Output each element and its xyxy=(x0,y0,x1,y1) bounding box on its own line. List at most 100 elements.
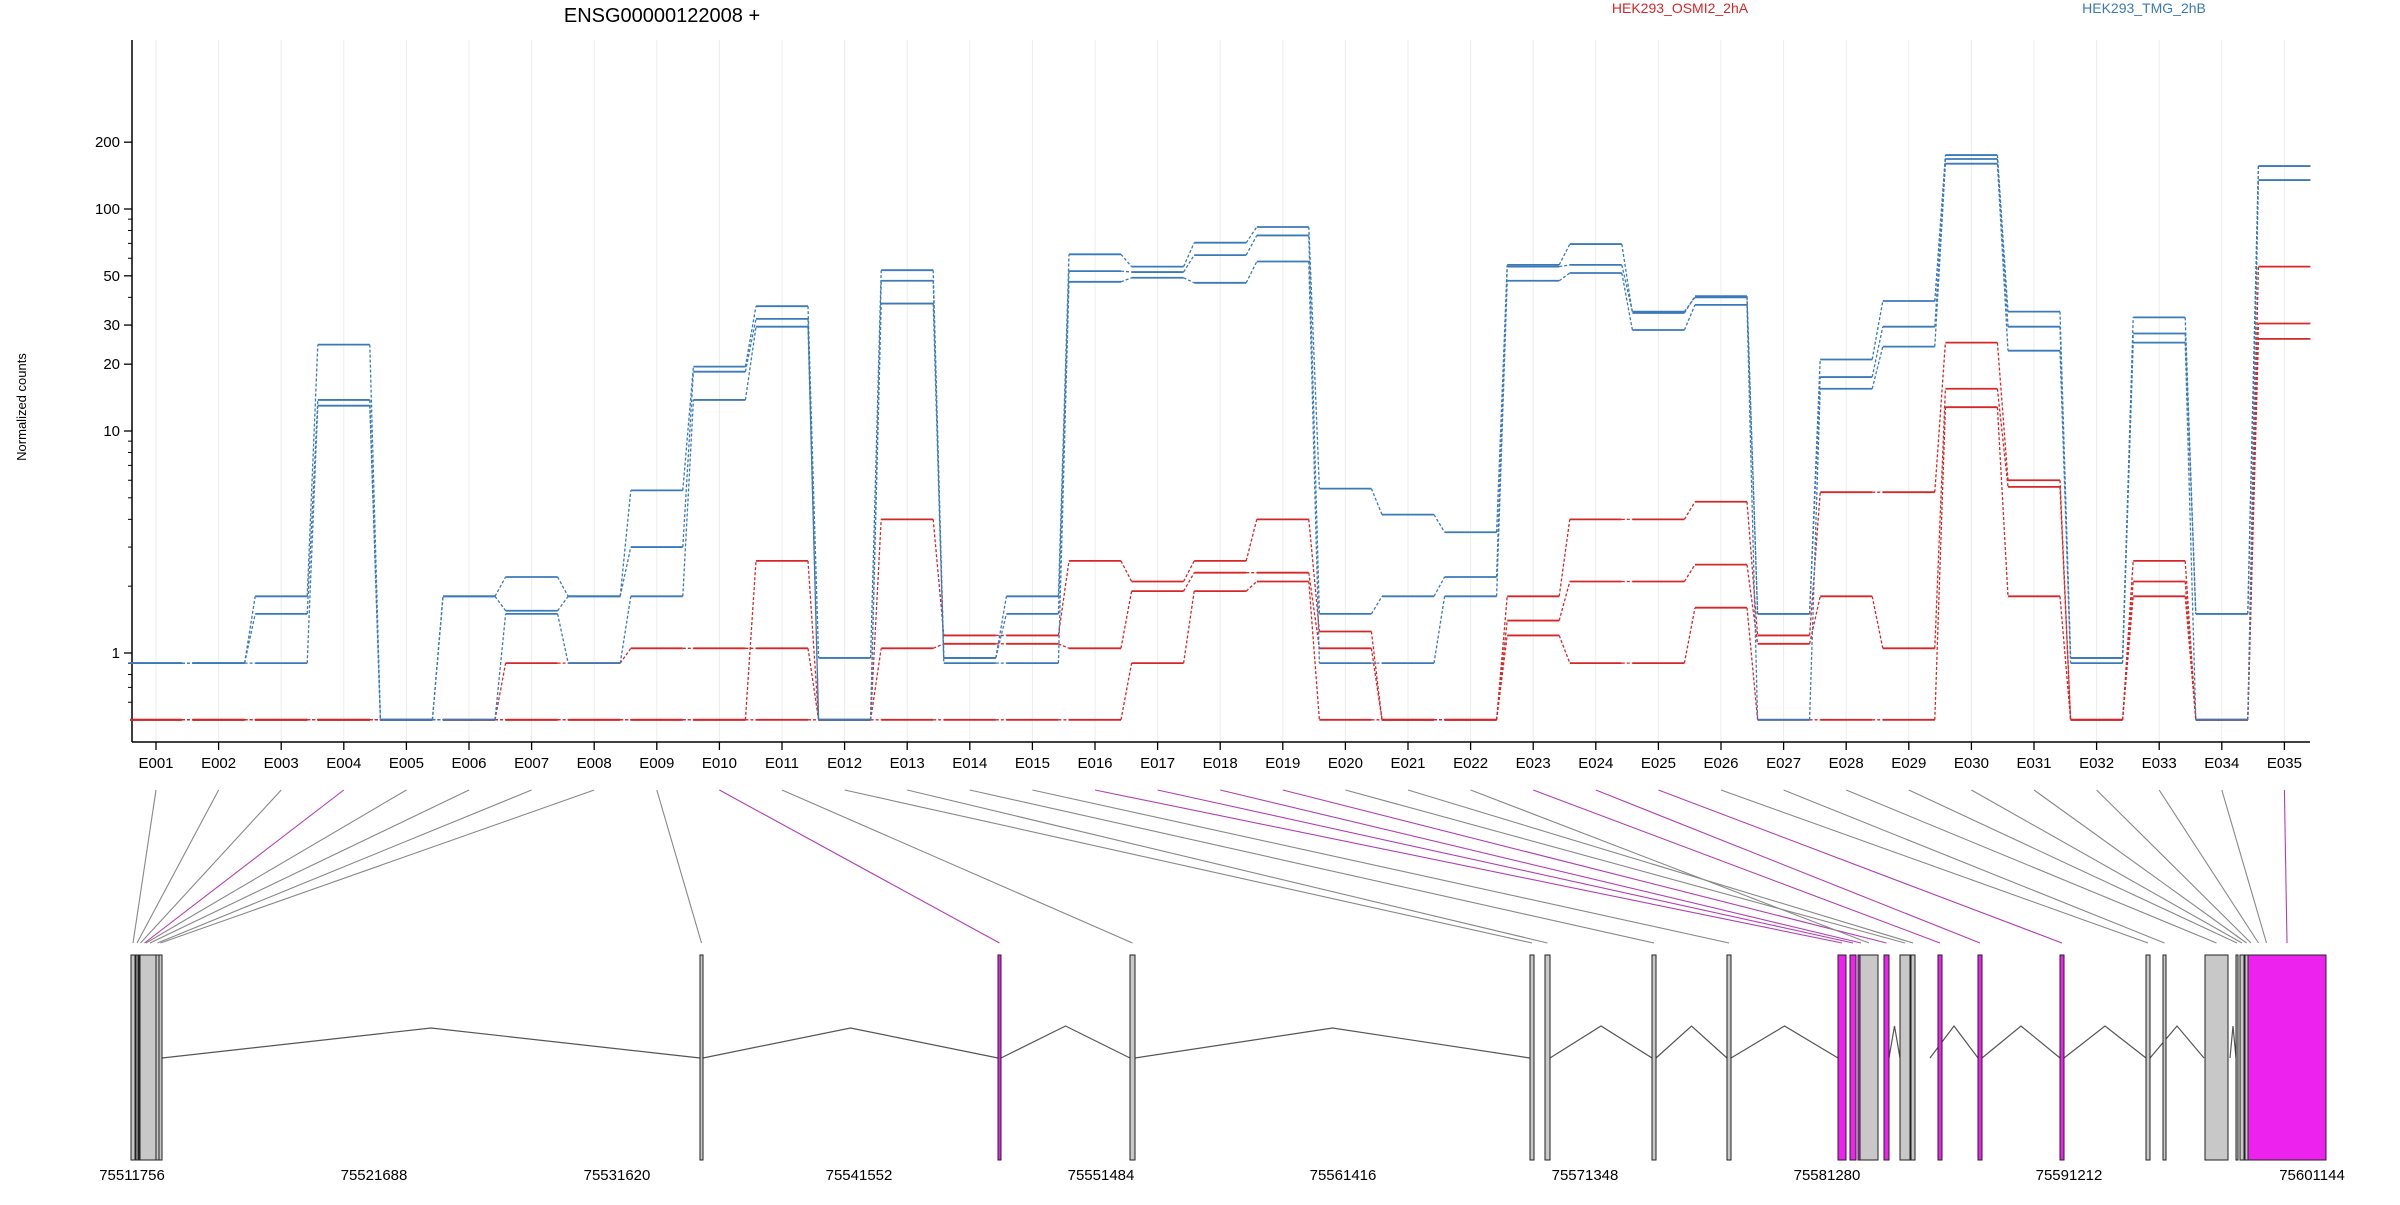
series-transition xyxy=(1245,235,1258,256)
series-transition xyxy=(1683,304,1696,331)
x-tick-label: E010 xyxy=(702,755,737,772)
series-transition xyxy=(1683,564,1696,582)
series-transition xyxy=(1871,326,1884,378)
x-tick-label: E029 xyxy=(1891,755,1926,772)
exon-box-E019 xyxy=(1883,954,1890,1161)
series-transition xyxy=(494,595,507,612)
series-6 xyxy=(130,154,2311,721)
coordinate-label: 75511756 xyxy=(99,1167,165,1184)
x-tick-label: E033 xyxy=(2142,755,2177,772)
x-tick-label: E035 xyxy=(2267,755,2302,772)
intron-line xyxy=(1549,1025,1653,1059)
series-transition xyxy=(869,280,882,720)
coordinate-label: 75531620 xyxy=(584,1167,651,1184)
x-tick-label: E019 xyxy=(1265,755,1300,772)
x-tick-label: E027 xyxy=(1766,755,1801,772)
x-tick-label: E016 xyxy=(1077,755,1112,772)
series-transition xyxy=(1370,488,1383,515)
x-tick-label: E005 xyxy=(389,755,424,772)
exon-box-E013 xyxy=(1544,954,1551,1161)
coordinate-label: 75581280 xyxy=(1794,1167,1861,1184)
x-tick-label: E018 xyxy=(1203,755,1238,772)
exon-box-E029 xyxy=(2235,954,2239,1161)
series-transition xyxy=(1308,572,1321,649)
series-transition xyxy=(932,643,945,649)
series-transition xyxy=(744,306,757,367)
series-transition xyxy=(1308,235,1321,614)
series-transition xyxy=(869,519,882,720)
y-axis: 1 10 20 30 50 100 200 xyxy=(95,40,133,742)
exon-box-E035 xyxy=(2247,954,2327,1161)
series-transition xyxy=(1058,643,1070,649)
series-transition xyxy=(682,371,695,548)
x-tick-label: E025 xyxy=(1641,755,1676,772)
exon-connector-E012 xyxy=(844,789,1533,944)
series-transition xyxy=(1183,572,1195,592)
series-transition xyxy=(744,318,757,372)
series-transition xyxy=(369,344,382,720)
series-lines xyxy=(130,154,2311,721)
series-transition xyxy=(494,576,507,597)
series-transition xyxy=(744,560,757,720)
exon-connector-E007 xyxy=(157,789,532,944)
intron-line xyxy=(161,1027,701,1059)
x-tick-label: E009 xyxy=(639,755,674,772)
exon-connector-E003 xyxy=(140,789,282,944)
series-transition xyxy=(1495,620,1508,720)
series-transition xyxy=(1934,407,1947,720)
series-transition xyxy=(995,596,1008,659)
exon-box-E021 xyxy=(1910,954,1916,1161)
exon-box-E020 xyxy=(1899,954,1911,1161)
exon-box-E017 xyxy=(1849,954,1857,1161)
series-transition xyxy=(807,560,820,720)
x-tick-label: E002 xyxy=(201,755,236,772)
series-transition xyxy=(682,366,695,491)
exon-box-E008 xyxy=(158,954,163,1161)
x-tick-label: E030 xyxy=(1954,755,1989,772)
x-tick-label: E015 xyxy=(1015,755,1050,772)
series-transition xyxy=(494,613,507,720)
series-transition xyxy=(682,399,695,597)
x-tick-label: E021 xyxy=(1390,755,1425,772)
exon-box-E014 xyxy=(1651,954,1657,1161)
intron-line xyxy=(1655,1025,1728,1059)
x-axis: E001 E002 E003 E004 E005 E006 E007 E008 E009 E010… xyxy=(132,741,2310,772)
coordinate-label: 75521688 xyxy=(341,1167,408,1184)
y-tick-label: 10 xyxy=(103,423,120,440)
series-transition xyxy=(619,490,632,597)
exon-connector-E005 xyxy=(145,789,407,944)
exon-connector-E022 xyxy=(1470,789,1870,944)
exon-connector-E030 xyxy=(1971,789,2243,944)
exon-box-E028 xyxy=(2204,954,2229,1161)
x-tick-label: E022 xyxy=(1453,755,1488,772)
series-transition xyxy=(1683,607,1696,664)
x-tick-label: E028 xyxy=(1829,755,1864,772)
series-transition xyxy=(1433,576,1446,597)
exon-connector-E024 xyxy=(1595,789,1981,944)
exon-box-E027 xyxy=(2162,954,2167,1161)
x-tick-label: E006 xyxy=(451,755,486,772)
x-tick-label: E014 xyxy=(952,755,987,772)
exon-box-E030 xyxy=(2239,954,2245,1161)
x-tick-label: E008 xyxy=(577,755,612,772)
coordinate-label: 75541552 xyxy=(826,1167,893,1184)
intron-line xyxy=(1888,1025,1901,1059)
series-transition xyxy=(1308,581,1321,720)
series-transition xyxy=(1120,277,1132,283)
exon-connector-E015 xyxy=(1032,789,1730,944)
x-tick-label: E024 xyxy=(1578,755,1613,772)
series-transition xyxy=(1308,226,1321,489)
series-transition xyxy=(1558,243,1571,266)
series-transition xyxy=(1996,155,2009,312)
intron-line xyxy=(1134,1027,1531,1059)
x-tick-label: E001 xyxy=(138,755,173,772)
intron-line xyxy=(1000,1025,1131,1059)
intron-line xyxy=(2063,1025,2147,1059)
series-transition xyxy=(1934,154,1947,302)
exon-connector-E008 xyxy=(160,789,595,944)
exon-connector-E009 xyxy=(656,789,703,944)
y-tick-label: 20 xyxy=(103,356,120,373)
series-transition xyxy=(1495,266,1508,578)
legend-label-osmi: HEK293_OSMI2_2hA xyxy=(1612,0,1749,16)
